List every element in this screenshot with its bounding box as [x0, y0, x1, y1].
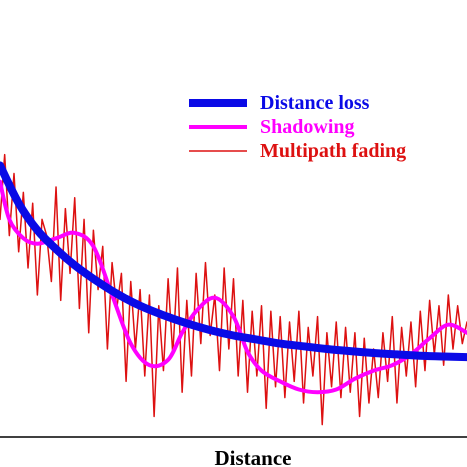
series-layer: [0, 153, 467, 426]
legend-label-shadowing: Shadowing: [260, 116, 355, 138]
series-line-shadowing: [0, 179, 467, 395]
legend-label-distance-loss: Distance loss: [260, 92, 370, 114]
series-line-distance-loss: [0, 161, 467, 362]
legend-label-multipath-fading: Multipath fading: [260, 140, 406, 162]
series-line-multipath-fading: [0, 153, 467, 426]
x-axis-label: Distance: [215, 446, 292, 467]
